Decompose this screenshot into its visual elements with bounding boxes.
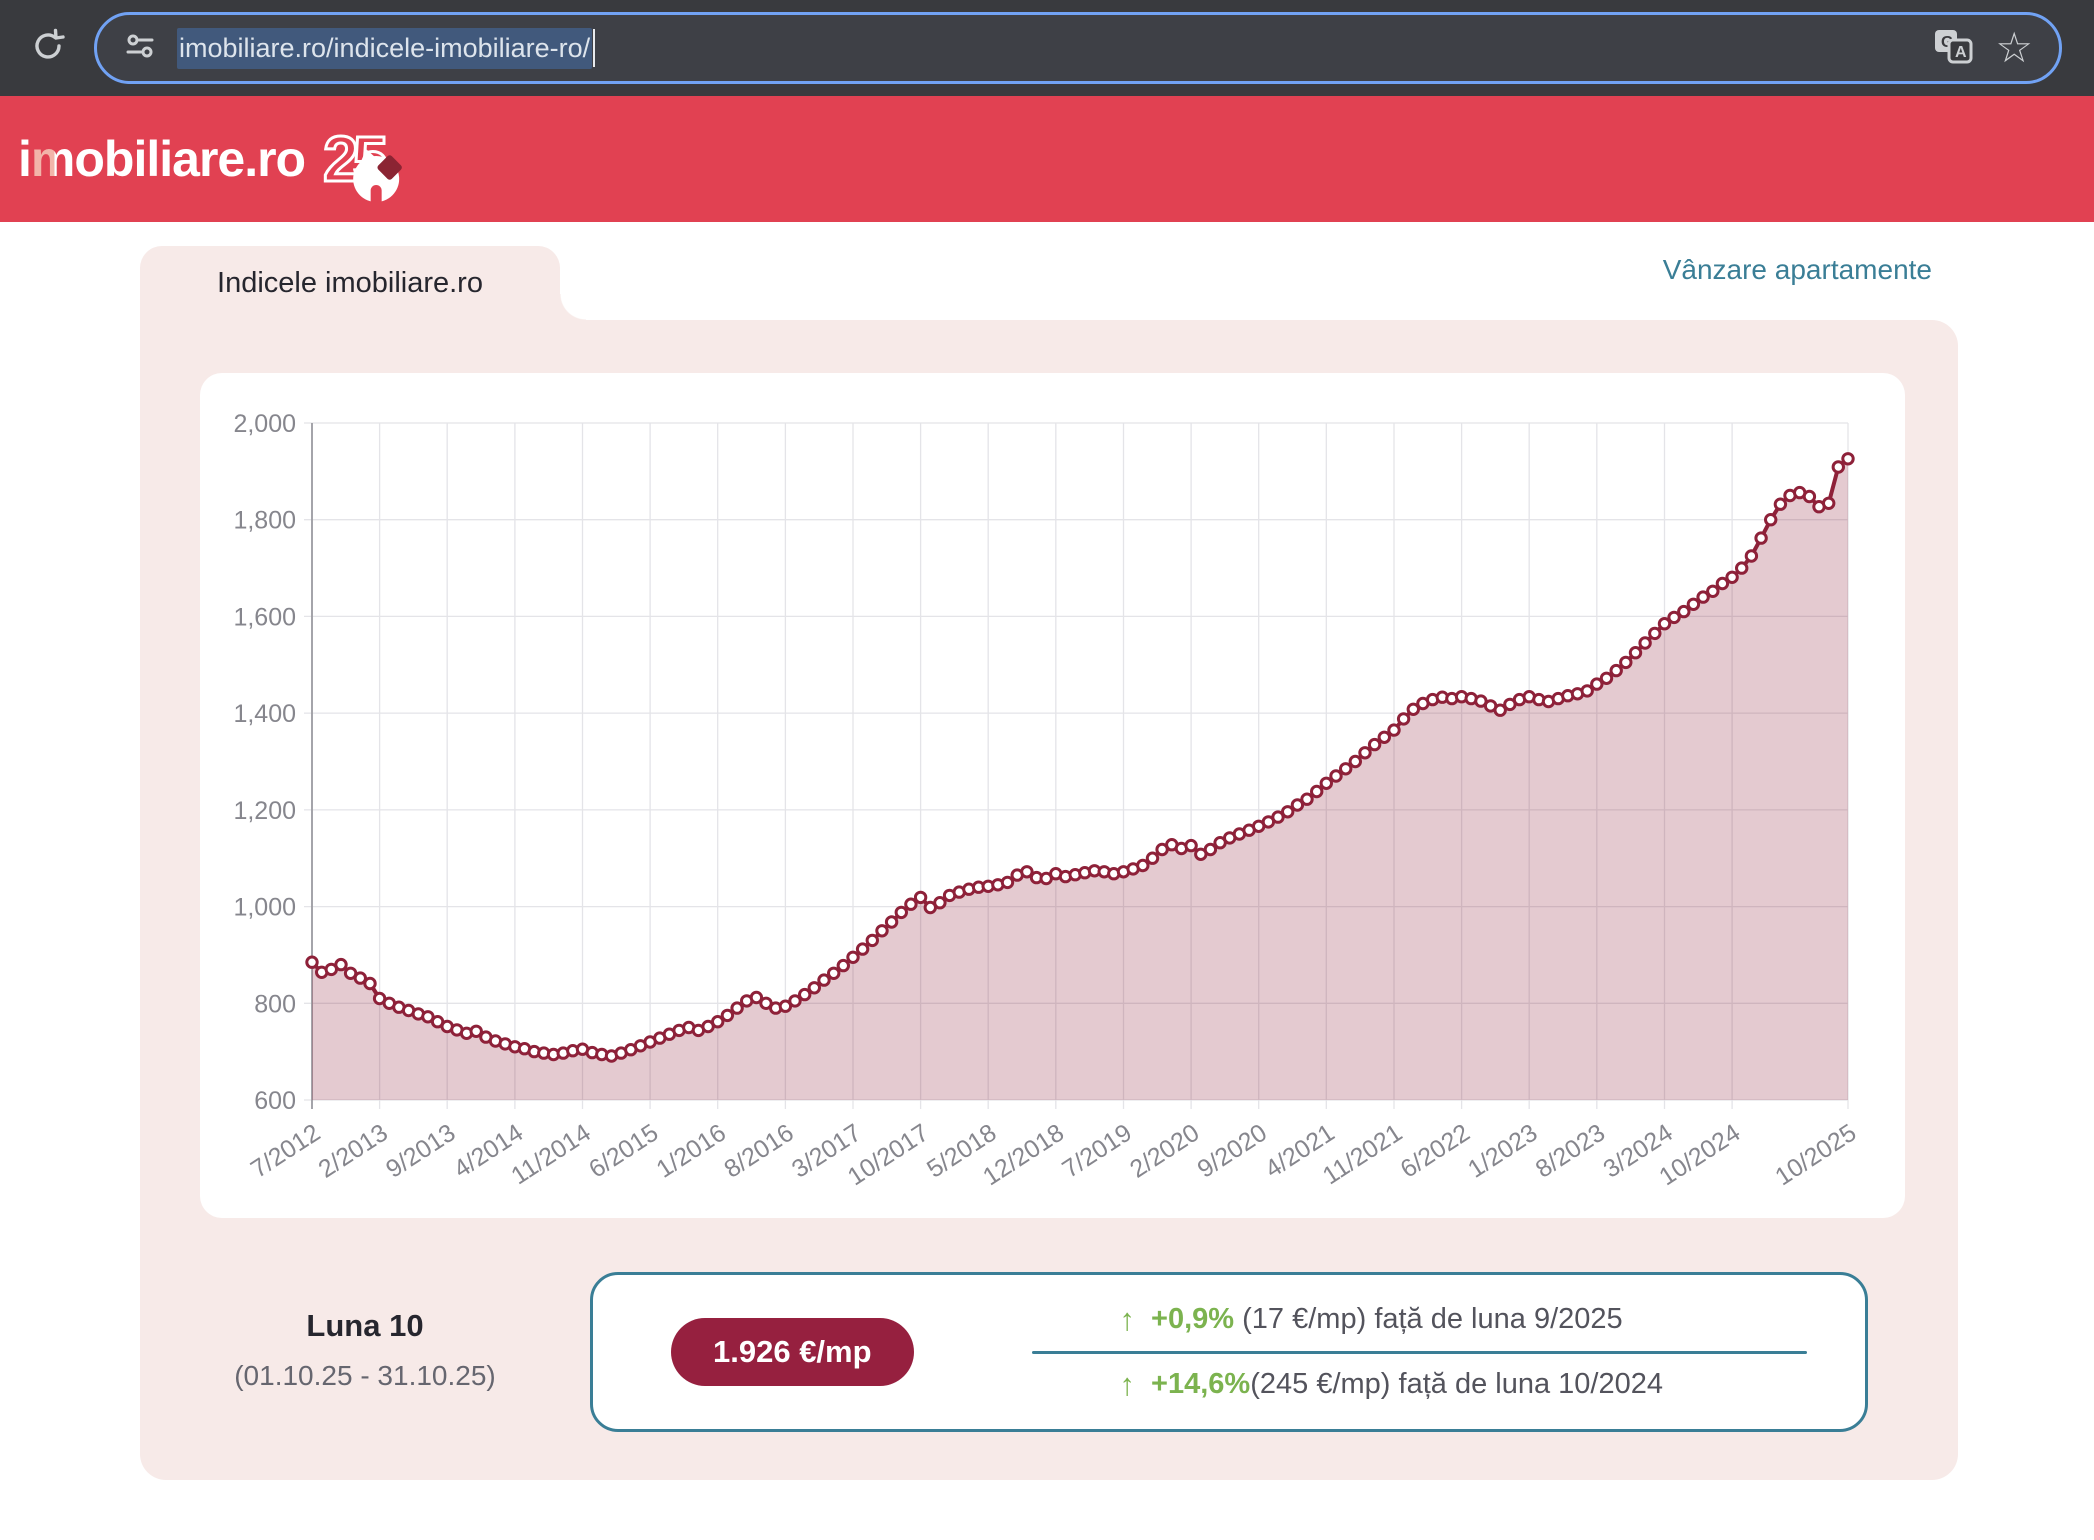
svg-text:6/2022: 6/2022 xyxy=(1395,1119,1474,1184)
reload-icon xyxy=(29,27,67,70)
summary-row: Luna 10 (01.10.25 - 31.10.25) 1.926 €/mp… xyxy=(140,1165,1958,1432)
stat-amount: (245 €/mp) xyxy=(1250,1368,1399,1400)
svg-text:1,800: 1,800 xyxy=(233,507,296,535)
link-vanzare-apartamente[interactable]: Vânzare apartamente xyxy=(1662,254,1932,285)
stats-divider xyxy=(1031,1350,1807,1354)
svg-text:9/2013: 9/2013 xyxy=(381,1119,460,1184)
text-caret xyxy=(593,29,596,67)
url-text[interactable]: imobiliare.ro/indicele-imobiliare-ro/ xyxy=(177,27,596,69)
svg-text:1,200: 1,200 xyxy=(233,797,296,825)
tab-indicele-imobiliare[interactable]: Indicele imobiliare.ro xyxy=(140,246,586,320)
svg-text:1/2016: 1/2016 xyxy=(652,1119,731,1184)
price-badge: 1.926 €/mp xyxy=(671,1318,914,1386)
url-bar[interactable]: imobiliare.ro/indicele-imobiliare-ro/ G … xyxy=(94,12,2062,84)
arrow-up-icon: ↑ xyxy=(1119,1366,1136,1402)
stat-percent: +14,6% xyxy=(1151,1368,1251,1400)
brand-header: imobiliare.ro 25 xyxy=(0,96,2094,222)
svg-text:9/2020: 9/2020 xyxy=(1193,1119,1272,1184)
tab-row: Indicele imobiliare.ro Vânzare apartamen… xyxy=(0,222,2094,320)
chart-card: 600 800 1,000 1,200 1,400 1,600 1,800 2,000 7/20… xyxy=(200,373,1905,1218)
svg-text:7/2012: 7/2012 xyxy=(246,1119,325,1184)
reload-button[interactable] xyxy=(22,22,74,74)
stat-percent: +0,9% xyxy=(1151,1303,1235,1335)
translate-icon[interactable]: G A xyxy=(1931,24,1975,73)
browser-toolbar: imobiliare.ro/indicele-imobiliare-ro/ G … xyxy=(0,0,2094,96)
svg-text:1,000: 1,000 xyxy=(233,894,296,922)
tab-label: Indicele imobiliare.ro xyxy=(217,266,483,299)
stat-amount: (17 €/mp) xyxy=(1234,1303,1375,1335)
period-label: Luna 10 xyxy=(306,1308,424,1343)
svg-text:800: 800 xyxy=(254,990,296,1018)
stats-card: 1.926 €/mp ↑ +0,9% (17 €/mp) față de luna… xyxy=(590,1272,1868,1432)
svg-text:600: 600 xyxy=(254,1087,296,1115)
stat-row-yearly: ↑ +14,6% (245 €/mp) față de luna 10/2024 xyxy=(1032,1354,1807,1416)
svg-text:10/2025: 10/2025 xyxy=(1770,1119,1861,1192)
svg-text:2,000: 2,000 xyxy=(233,410,296,438)
url-selected-text: imobiliare.ro/indicele-imobiliare-ro/ xyxy=(177,27,593,69)
stat-reference: față de luna 10/2024 xyxy=(1398,1368,1663,1400)
svg-text:8/2016: 8/2016 xyxy=(719,1119,798,1184)
svg-text:A: A xyxy=(1955,44,1967,61)
svg-text:6/2015: 6/2015 xyxy=(584,1119,663,1184)
svg-text:7/2019: 7/2019 xyxy=(1057,1119,1136,1184)
imobiliare-logo[interactable]: imobiliare.ro 25 xyxy=(18,114,433,204)
bookmark-star-icon[interactable]: ☆ xyxy=(1995,24,2033,71)
stat-row-monthly: ↑ +0,9% (17 €/mp) față de luna 9/2025 xyxy=(1032,1289,1807,1351)
logo-text: imobiliare.ro xyxy=(18,131,306,187)
stat-reference: față de luna 9/2025 xyxy=(1374,1303,1623,1335)
logo-house-icon xyxy=(353,146,404,202)
site-settings-icon[interactable] xyxy=(123,29,157,68)
logo-house-m: m xyxy=(30,131,75,187)
period-range: (01.10.25 - 31.10.25) xyxy=(234,1360,496,1391)
svg-text:1,600: 1,600 xyxy=(233,603,296,631)
period-block: Luna 10 (01.10.25 - 31.10.25) xyxy=(140,1272,590,1392)
logo-25-badge: 25 xyxy=(322,114,433,204)
arrow-up-icon: ↑ xyxy=(1119,1301,1136,1337)
svg-text:1/2023: 1/2023 xyxy=(1463,1119,1542,1184)
svg-text:8/2023: 8/2023 xyxy=(1531,1119,1610,1184)
index-chart: 600 800 1,000 1,200 1,400 1,600 1,800 2,000 7/20… xyxy=(233,410,1861,1192)
svg-text:1,400: 1,400 xyxy=(233,700,296,728)
index-panel: 600 800 1,000 1,200 1,400 1,600 1,800 2,000 7/20… xyxy=(140,320,1958,1480)
stats-block: ↑ +0,9% (17 €/mp) față de luna 9/2025 ↑ +1… xyxy=(1031,1289,1807,1416)
svg-text:2/2013: 2/2013 xyxy=(313,1119,392,1184)
svg-text:2/2020: 2/2020 xyxy=(1125,1119,1204,1184)
